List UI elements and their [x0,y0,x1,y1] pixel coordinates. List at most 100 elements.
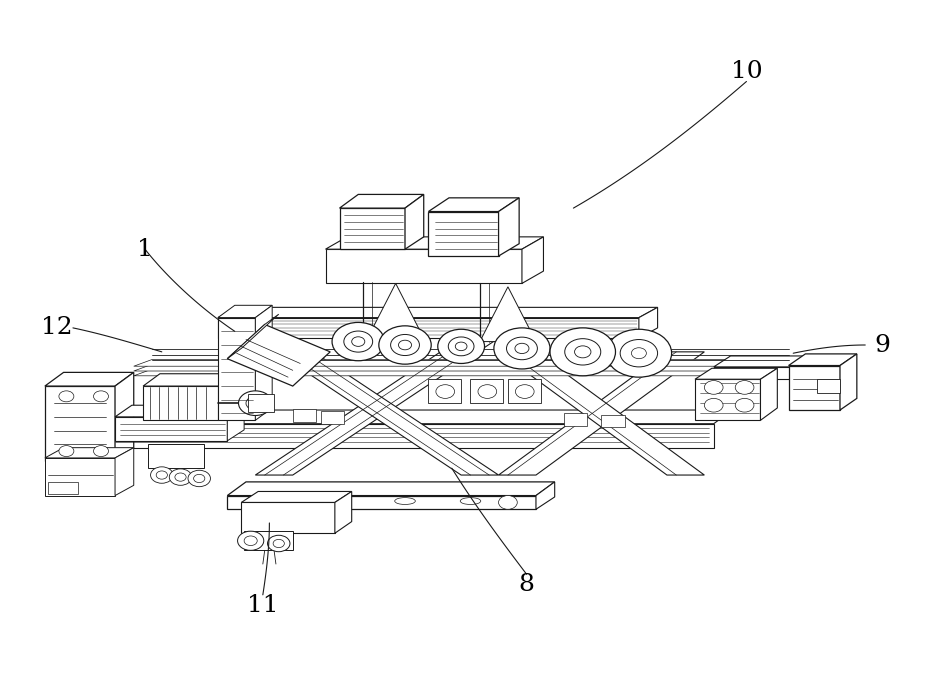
Polygon shape [293,409,316,422]
Polygon shape [143,386,218,420]
Ellipse shape [460,497,481,504]
Polygon shape [368,284,423,338]
Polygon shape [255,305,272,420]
Circle shape [575,346,591,358]
Polygon shape [143,374,234,386]
Polygon shape [134,369,817,376]
Text: 10: 10 [730,60,762,83]
Polygon shape [508,380,541,403]
Circle shape [516,385,534,398]
Circle shape [705,381,723,394]
Polygon shape [340,208,405,249]
Circle shape [246,396,264,410]
Polygon shape [255,338,499,475]
Circle shape [506,337,537,359]
Polygon shape [148,444,204,469]
Polygon shape [499,352,705,475]
Polygon shape [564,413,587,426]
Polygon shape [428,198,519,212]
Polygon shape [115,417,228,441]
Polygon shape [499,198,519,256]
Polygon shape [48,482,77,493]
Polygon shape [428,380,461,403]
Polygon shape [45,373,134,386]
Polygon shape [247,394,274,412]
Polygon shape [326,237,544,249]
Circle shape [478,385,497,398]
Polygon shape [326,249,522,284]
Circle shape [169,469,192,485]
Polygon shape [601,415,625,427]
Polygon shape [255,338,499,475]
Circle shape [631,348,646,359]
Circle shape [332,322,385,361]
Circle shape [620,339,658,367]
Polygon shape [218,307,658,317]
Circle shape [448,337,474,356]
Polygon shape [115,405,244,417]
Polygon shape [695,380,760,420]
Polygon shape [218,305,272,317]
Circle shape [238,391,272,415]
Circle shape [515,344,529,353]
Circle shape [237,531,263,551]
Circle shape [267,535,290,552]
Polygon shape [45,458,115,495]
Text: 1: 1 [137,237,152,261]
Circle shape [455,342,467,351]
Polygon shape [241,491,352,502]
Polygon shape [241,502,335,533]
Circle shape [188,471,211,486]
Circle shape [379,326,431,364]
Polygon shape [321,411,344,424]
Polygon shape [340,195,423,208]
Polygon shape [110,424,713,448]
Polygon shape [840,354,857,410]
Circle shape [391,335,420,355]
Circle shape [735,381,754,394]
Polygon shape [470,380,503,403]
Polygon shape [713,367,817,380]
Polygon shape [115,448,134,495]
Circle shape [550,328,615,376]
Circle shape [246,495,264,509]
Circle shape [398,340,411,350]
Polygon shape [499,352,705,475]
Polygon shape [428,212,499,256]
Text: 11: 11 [247,593,279,617]
Polygon shape [218,317,255,420]
Polygon shape [695,368,777,380]
Polygon shape [115,373,134,462]
Circle shape [93,446,108,457]
Polygon shape [522,237,544,284]
Polygon shape [134,359,817,366]
Polygon shape [817,380,840,393]
Polygon shape [405,195,423,249]
Polygon shape [45,448,134,458]
Polygon shape [760,368,777,420]
Circle shape [606,329,672,377]
Circle shape [156,471,167,479]
Polygon shape [228,482,554,495]
Circle shape [735,398,754,412]
Polygon shape [228,405,244,441]
Circle shape [273,540,284,548]
Circle shape [194,474,205,482]
Polygon shape [789,366,840,410]
Circle shape [59,391,74,402]
Circle shape [499,495,518,509]
Polygon shape [45,386,115,462]
Text: 9: 9 [874,333,890,357]
Polygon shape [536,482,554,509]
Circle shape [352,337,365,346]
Ellipse shape [394,497,415,504]
Polygon shape [335,491,352,533]
Circle shape [283,495,302,509]
Circle shape [438,329,485,364]
Circle shape [494,328,550,369]
Polygon shape [228,314,279,359]
Polygon shape [110,410,732,424]
Ellipse shape [329,497,350,504]
Polygon shape [639,307,658,338]
Circle shape [93,391,108,402]
